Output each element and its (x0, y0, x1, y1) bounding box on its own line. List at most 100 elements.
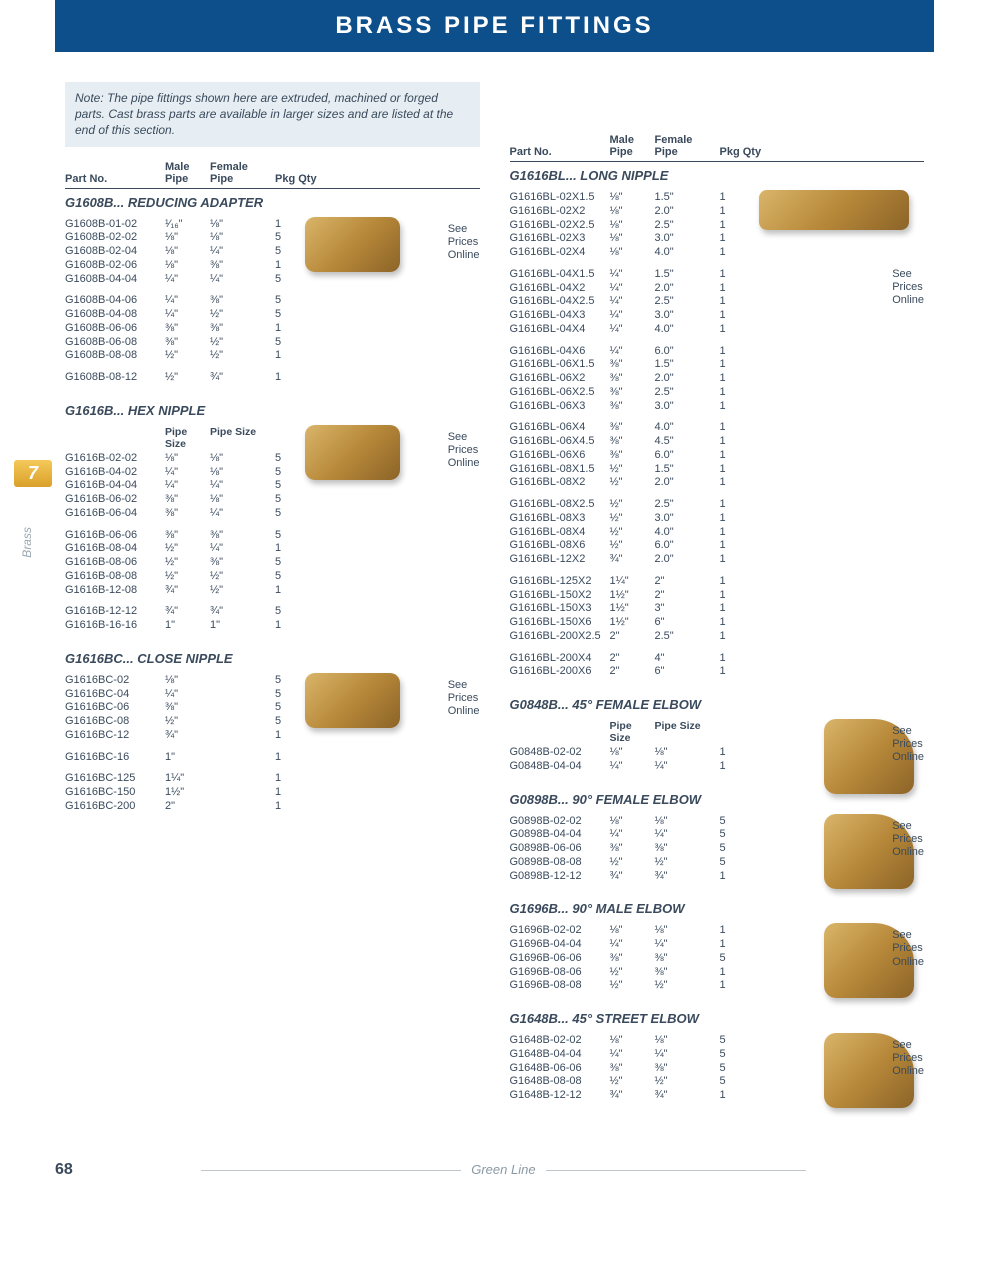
cell: G1696B-04-04 (510, 938, 610, 952)
cell: 1 (275, 619, 325, 633)
table-row: G1616BL-08X4½"4.0"1 (510, 526, 925, 540)
cell: G1616BL-06X1.5 (510, 358, 610, 372)
table-row: G1616BL-08X3½"3.0"1 (510, 512, 925, 526)
cell: 1 (720, 665, 770, 679)
cell: ⅜" (655, 1062, 720, 1076)
brand-name: Green Line (73, 1162, 934, 1177)
cell: ½" (610, 463, 655, 477)
cell: 5 (720, 952, 770, 966)
price-note: See Prices Online (892, 820, 924, 860)
cell: ⅜" (165, 507, 210, 521)
cell: 2" (610, 652, 655, 666)
cell: G1616BL-200X6 (510, 665, 610, 679)
row-group: G1616B-06-06⅜"⅜"5G1616B-08-04½"¼"1G1616B… (65, 529, 480, 598)
table-row: G1616BL-08X6½"6.0"1 (510, 539, 925, 553)
table-row: G1616BC-12¾"1 (65, 729, 480, 743)
cell: ¼" (610, 938, 655, 952)
cell: G1608B-04-08 (65, 308, 165, 322)
cell: ⅜" (610, 842, 655, 856)
cell: G1616BL-02X2.5 (510, 219, 610, 233)
cell: 5 (275, 605, 325, 619)
cell: 2.5" (655, 630, 720, 644)
cell: G0898B-02-02 (510, 815, 610, 829)
page-number: 68 (55, 1161, 73, 1179)
cell: 5 (275, 479, 325, 493)
cell: 1" (165, 751, 210, 765)
cell: 5 (275, 493, 325, 507)
cell: ⅜" (210, 259, 275, 273)
cell: G1648B-02-02 (510, 1034, 610, 1048)
cell: 1 (720, 616, 770, 630)
cell: 4" (655, 652, 720, 666)
cell: 1 (720, 463, 770, 477)
cell: 1 (720, 358, 770, 372)
cell: 1 (720, 246, 770, 260)
left-column: Note: The pipe fittings shown here are e… (55, 82, 495, 1121)
cell: ⅜" (165, 529, 210, 543)
cell: ½" (610, 856, 655, 870)
cell: G1616BL-04X2.5 (510, 295, 610, 309)
cell: G1616BL-12X2 (510, 553, 610, 567)
cell: ¼" (210, 507, 275, 521)
cell: G1616BL-125X2 (510, 575, 610, 589)
section-label: Brass (20, 527, 34, 558)
cell: 1 (720, 268, 770, 282)
cell: 1 (720, 435, 770, 449)
cell: 1 (720, 345, 770, 359)
cell: 5 (720, 1062, 770, 1076)
header-male: Male Pipe (165, 161, 210, 185)
cell (210, 688, 275, 702)
table-row: G1616BL-06X3⅜"3.0"1 (510, 400, 925, 414)
table-row: G1616BL-04X2.5¼"2.5"1 (510, 295, 925, 309)
row-group: G1616BC-161"1 (65, 751, 480, 765)
table-row: G1616BL-200X2.52"2.5"1 (510, 630, 925, 644)
table-row: G1616BC-2002"1 (65, 800, 480, 814)
price-note: See Prices Online (448, 679, 480, 719)
cell: 2.5" (655, 386, 720, 400)
cell: 2.0" (655, 476, 720, 490)
cell: G1616BL-06X6 (510, 449, 610, 463)
cell: ⅜" (655, 952, 720, 966)
table-row: G1616BL-02X3⅛"3.0"1 (510, 232, 925, 246)
cell: ¼" (610, 1048, 655, 1062)
cell: ¼" (610, 323, 655, 337)
row-group: G1616BL-04X6¼"6.0"1G1616BL-06X1.5⅜"1.5"1… (510, 345, 925, 414)
cell: 1" (210, 619, 275, 633)
cell: G1696B-02-02 (510, 924, 610, 938)
table-row: G1608B-08-08½"½"1 (65, 349, 480, 363)
table-row: G1608B-08-12½"¾"1 (65, 371, 480, 385)
table-row: G1616BL-08X2½"2.0"1 (510, 476, 925, 490)
cell: 5 (720, 815, 770, 829)
cell: ¼" (655, 760, 720, 774)
cell: ¾" (655, 1089, 720, 1103)
cell: 1 (720, 512, 770, 526)
cell: ⅛" (610, 191, 655, 205)
table-row: G1616BL-04X2¼"2.0"1 (510, 282, 925, 296)
cell: G0898B-08-08 (510, 856, 610, 870)
cell: ¾" (165, 605, 210, 619)
cell: 2.0" (655, 282, 720, 296)
side-tab: 7 Brass (14, 460, 52, 558)
table-row: G1616BL-150X31½"3"1 (510, 602, 925, 616)
cell (210, 772, 275, 786)
table-row: G1616B-06-04⅜"¼"5 (65, 507, 480, 521)
header-male: Male Pipe (610, 134, 655, 158)
table-row: G1616BL-06X2⅜"2.0"1 (510, 372, 925, 386)
table-row: G1616BL-200X42"4"1 (510, 652, 925, 666)
cell: ½" (655, 856, 720, 870)
cell: G1616BL-08X3 (510, 512, 610, 526)
cell: ⅜" (165, 701, 210, 715)
cell: G1616BL-08X4 (510, 526, 610, 540)
cell: ¼" (210, 245, 275, 259)
table-row: G1616B-08-08½"½"5 (65, 570, 480, 584)
cell: ¼" (165, 273, 210, 287)
cell: G1616B-06-02 (65, 493, 165, 507)
price-note: See Prices Online (892, 929, 924, 969)
cell: 1 (720, 553, 770, 567)
row-group: G1616BL-08X2.5½"2.5"1G1616BL-08X3½"3.0"1… (510, 498, 925, 567)
cell: ¾" (210, 371, 275, 385)
cell: ⅛" (610, 219, 655, 233)
table-row: G1616BC-02⅛"5 (65, 674, 480, 688)
section-title: G0848B... 45° FEMALE ELBOW (510, 697, 925, 712)
cell: G1616B-06-06 (65, 529, 165, 543)
